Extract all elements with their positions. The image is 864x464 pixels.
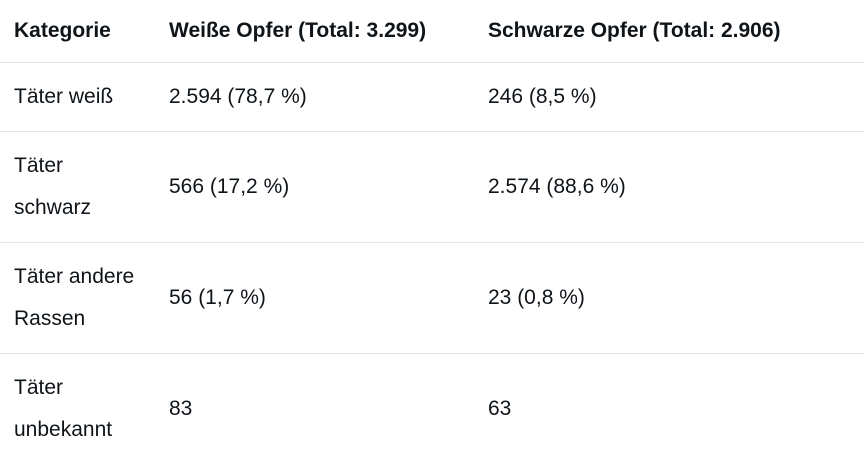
value-cell: 246 (8,5 %)	[488, 62, 864, 132]
value-cell: 63	[488, 397, 512, 420]
category-cell: Täter weiß	[0, 62, 169, 132]
header-cell: Kategorie	[0, 0, 169, 63]
table-row: Täter unbekannt 83 63	[0, 354, 864, 464]
category-cell: Täter andere Rassen	[0, 242, 169, 354]
value-cell: 83	[169, 397, 193, 420]
value-cell: 2.594 (78,7 %)	[169, 62, 488, 132]
value-cell: 56 (1,7 %)	[169, 242, 488, 354]
value-cell: 2.574 (88,6 %)	[488, 131, 864, 243]
table-row: Täter andere Rassen 56 (1,7 %) 23 (0,8 %)	[0, 242, 864, 354]
header-row: Kategorie Weiße Opfer (Total: 3.299) Schwa…	[0, 0, 864, 63]
category-cell: Täter unbekannt	[14, 376, 113, 441]
value-cell: 23 (0,8 %)	[488, 242, 864, 354]
table-row: Täter weiß 2.594 (78,7 %) 246 (8,5 %)	[0, 62, 864, 132]
header-cell: Weiße Opfer (Total: 3.299)	[169, 0, 488, 63]
header-cell: Schwarze Opfer (Total: 2.906)	[488, 0, 864, 63]
table-row: Täter schwarz 566 (17,2 %) 2.574 (88,6 %)	[0, 131, 864, 243]
value-cell: 566 (17,2 %)	[169, 131, 488, 243]
category-cell: Täter schwarz	[0, 131, 169, 243]
